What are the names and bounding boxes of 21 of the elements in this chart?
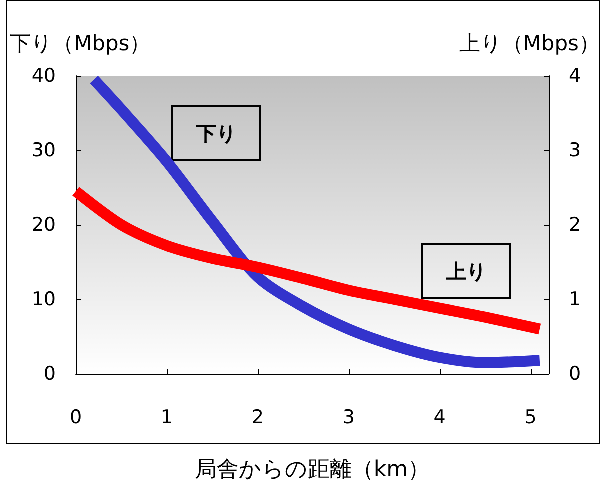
series-label: 下り (196, 122, 236, 146)
x-tick-label: 5 (524, 406, 537, 428)
x-tick-label: 0 (70, 406, 82, 428)
y-tick-label: 30 (32, 140, 56, 162)
y2-tick-label: 4 (569, 65, 582, 87)
x-tick-label: 3 (342, 406, 355, 428)
x-tick-label: 4 (434, 406, 446, 428)
y2-axis-title: 上り（Mbps） (459, 32, 600, 56)
y2-tick-label: 1 (569, 288, 582, 310)
y-axis-title: 下り（Mbps） (10, 32, 151, 56)
y2-tick-label: 0 (569, 363, 582, 385)
y2-tick-label: 3 (569, 140, 582, 162)
x-tick-label: 1 (160, 406, 174, 428)
y-tick-label: 10 (32, 288, 56, 310)
x-axis-title: 局舎からの距離（km） (194, 458, 430, 482)
y-tick-label: 40 (32, 65, 56, 87)
y-tick-label: 20 (32, 214, 56, 236)
y-tick-label: 0 (44, 363, 56, 385)
series-label: 上り (446, 260, 486, 284)
y2-tick-label: 2 (569, 214, 582, 236)
x-tick-label: 2 (252, 406, 264, 428)
